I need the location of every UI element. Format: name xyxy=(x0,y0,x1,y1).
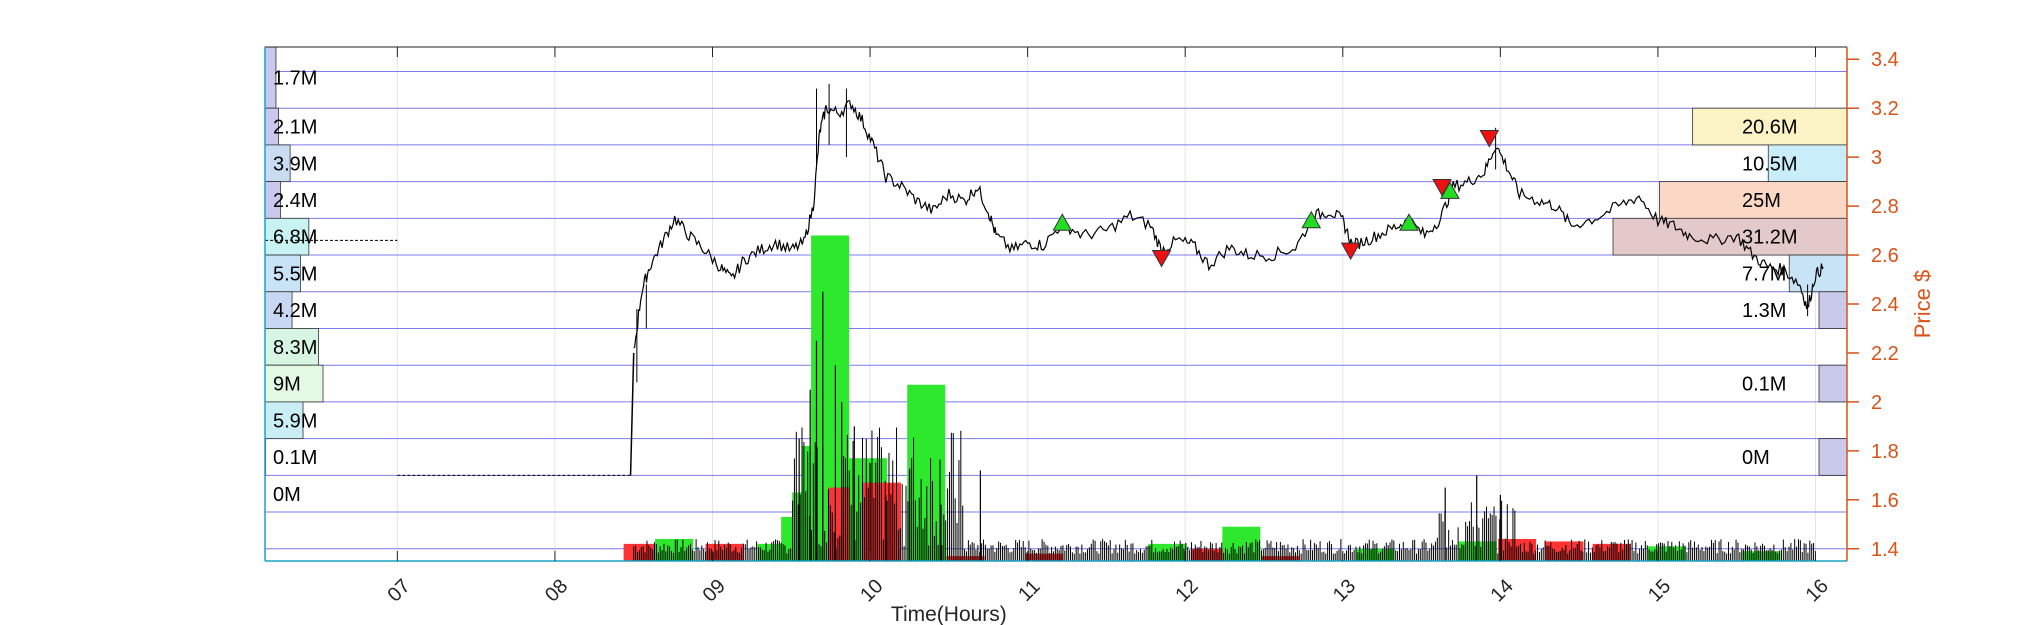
x-tick-label: 09 xyxy=(699,575,730,606)
right-profile-bar xyxy=(1612,217,1848,256)
price-series xyxy=(265,83,1824,476)
volume-bar xyxy=(907,384,946,561)
right-profile-label: 10.5M xyxy=(1742,153,1798,175)
volume-bar xyxy=(946,556,985,561)
y-tick-label: 3.4 xyxy=(1871,49,1899,71)
right-profile-bar xyxy=(1818,438,1848,476)
left-profile-bar xyxy=(264,328,319,366)
y-tick-label: 1.4 xyxy=(1871,539,1899,561)
x-tick-label: 08 xyxy=(541,575,572,606)
y-tick-label: 3.2 xyxy=(1871,98,1899,120)
left-profile-label: 5.9M xyxy=(273,410,317,432)
x-tick-label: 16 xyxy=(1802,575,1833,606)
volume-bar xyxy=(1742,551,1781,561)
left-profile-label: 0.1M xyxy=(273,447,317,469)
buy-marker-up-triangle xyxy=(1301,210,1322,229)
sell-marker-down-triangle xyxy=(1340,242,1361,261)
axes xyxy=(264,46,1859,562)
y-tick-label: 3 xyxy=(1871,147,1882,169)
price-line xyxy=(633,100,1824,349)
volume-bar xyxy=(623,543,662,561)
left-profile-bar xyxy=(264,144,291,183)
left-profile-label: 3.9M xyxy=(273,153,317,175)
volume-bar xyxy=(1190,548,1229,561)
left-profile-label: 5.5M xyxy=(273,263,317,285)
price-jump xyxy=(629,352,635,476)
right-profile-label: 7.7M xyxy=(1742,263,1786,285)
left-profile-label: 6.8M xyxy=(273,227,317,249)
left-profile-label: 0M xyxy=(273,484,301,506)
x-axis-title: Time(Hours) xyxy=(891,603,1007,625)
volume-bar xyxy=(863,482,902,561)
volume-bar xyxy=(655,538,694,561)
right-profile-label: 0M xyxy=(1742,447,1770,469)
left-profile-label: 1.7M xyxy=(273,68,317,90)
y-tick-label: 1.8 xyxy=(1871,441,1899,463)
right-profile-label: 31.2M xyxy=(1742,227,1798,249)
plot-background xyxy=(265,47,1847,561)
y-tick-label: 2 xyxy=(1871,392,1882,414)
volume-bar xyxy=(1222,526,1261,561)
x-tick-label: 12 xyxy=(1171,575,1202,606)
left-profile-label: 2.1M xyxy=(273,117,317,139)
sell-marker-down-triangle xyxy=(1151,249,1172,268)
x-tick-label: 07 xyxy=(383,575,414,606)
left-profile-label: 8.3M xyxy=(273,337,317,359)
y-tick-label: 2.8 xyxy=(1871,196,1899,218)
buy-marker-up-triangle xyxy=(1052,213,1073,231)
sell-marker-down-triangle xyxy=(1479,130,1500,148)
right-profile-label: 0.1M xyxy=(1742,374,1786,396)
sell-marker-down-triangle xyxy=(1432,179,1452,197)
x-tick-label: 15 xyxy=(1644,575,1675,606)
profile-labels: 1.7M 2.1M 3.9M 2.4M 6.8M 5.5M 4.2M 8.3M 9M 5.9M 0.… xyxy=(273,68,1798,506)
x-tick-label: 13 xyxy=(1329,575,1360,606)
right-profile-label: 1.3M xyxy=(1742,300,1786,322)
right-profile-bar xyxy=(1818,364,1848,403)
y-tick-label: 2.4 xyxy=(1871,294,1899,316)
left-profile-label: 2.4M xyxy=(273,190,317,212)
volume-bar xyxy=(1647,546,1686,561)
buy-marker-up-triangle xyxy=(1399,213,1419,231)
y-tick-label: 2.2 xyxy=(1871,343,1899,365)
volume-bars xyxy=(623,235,1815,561)
y-tick-label: 1.6 xyxy=(1871,490,1899,512)
volume-bar xyxy=(1458,541,1497,561)
x-tick-label: 10 xyxy=(856,575,887,606)
grid xyxy=(265,46,1847,561)
right-profile-label: 25M xyxy=(1742,190,1781,212)
left-profile-bar xyxy=(264,401,304,440)
right-profile-bar xyxy=(1818,291,1848,329)
y-axis-title: Price $ xyxy=(1910,270,1935,338)
left-profile-label: 9M xyxy=(273,374,301,396)
signal-markers xyxy=(1052,130,1500,268)
x-tick-label: 11 xyxy=(1014,576,1044,606)
left-profile-bar xyxy=(264,217,310,256)
left-profile-bar xyxy=(264,291,293,329)
y-tick-label: 2.6 xyxy=(1871,245,1899,267)
right-profile-label: 20.6M xyxy=(1742,117,1798,139)
left-volume-profile xyxy=(264,46,324,476)
x-tick-label: 14 xyxy=(1486,575,1517,606)
left-profile-label: 4.2M xyxy=(273,300,317,322)
